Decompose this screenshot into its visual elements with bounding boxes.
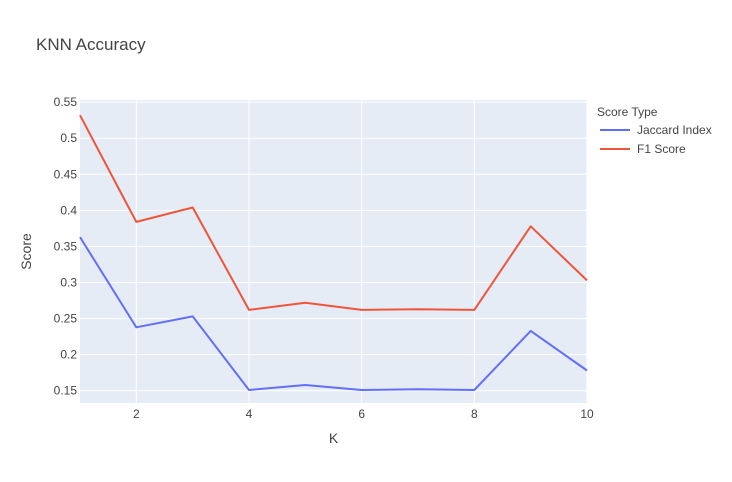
- legend-label: F1 Score: [637, 142, 686, 156]
- x-tick-label: 4: [246, 407, 253, 421]
- y-tick-label: 0.45: [54, 167, 78, 181]
- y-tick-label: 0.55: [54, 95, 78, 109]
- y-tick-label: 0.3: [60, 276, 77, 290]
- legend[interactable]: Score Type Jaccard Index F1 Score: [597, 105, 712, 156]
- legend-label: Jaccard Index: [637, 123, 712, 137]
- series-lines: [79, 114, 588, 391]
- y-tick-label: 0.2: [60, 348, 77, 362]
- x-tick-label: 10: [580, 407, 594, 421]
- x-tick-label: 8: [471, 407, 478, 421]
- y-tick-label: 0.25: [54, 312, 78, 326]
- y-axis-ticks: 0.15 0.2 0.25 0.3 0.35 0.4 0.45 0.5 0.55: [54, 95, 78, 398]
- y-axis-title: Score: [18, 233, 34, 270]
- series-line-f1-score[interactable]: [79, 114, 588, 311]
- chart-title: KNN Accuracy: [36, 35, 146, 54]
- legend-item[interactable]: F1 Score: [600, 142, 686, 156]
- grid-lines: [80, 100, 588, 403]
- y-tick-label: 0.35: [54, 239, 78, 253]
- x-axis-title: K: [329, 430, 339, 446]
- y-tick-label: 0.15: [54, 384, 78, 398]
- series-line-jaccard-index[interactable]: [79, 236, 588, 391]
- y-tick-label: 0.5: [60, 131, 77, 145]
- x-tick-label: 6: [358, 407, 365, 421]
- x-tick-label: 2: [133, 407, 140, 421]
- x-axis-ticks: 2 4 6 8 10: [133, 407, 594, 421]
- legend-title: Score Type: [597, 105, 658, 119]
- y-tick-label: 0.4: [60, 203, 77, 217]
- plot-background: [80, 100, 587, 403]
- legend-item[interactable]: Jaccard Index: [600, 123, 712, 137]
